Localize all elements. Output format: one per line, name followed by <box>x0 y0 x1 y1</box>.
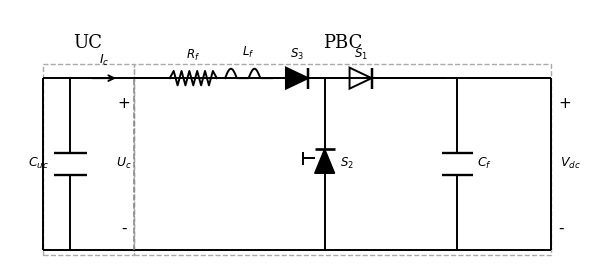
Text: $C_{uc}$: $C_{uc}$ <box>28 156 49 172</box>
Text: UC: UC <box>74 34 103 52</box>
Text: -: - <box>121 221 127 236</box>
Text: $S_1$: $S_1$ <box>353 46 368 61</box>
Text: +: + <box>558 96 571 111</box>
Text: -: - <box>558 221 564 236</box>
Text: +: + <box>118 96 130 111</box>
Text: $S_3$: $S_3$ <box>290 46 304 61</box>
Bar <box>43 64 134 255</box>
Polygon shape <box>315 149 334 173</box>
Text: $R_f$: $R_f$ <box>187 48 200 63</box>
Text: $S_2$: $S_2$ <box>340 156 354 172</box>
Text: PBC: PBC <box>323 34 362 52</box>
Text: $I_c$: $I_c$ <box>99 53 110 68</box>
Text: $U_c$: $U_c$ <box>116 156 132 172</box>
Text: $V_{dc}$: $V_{dc}$ <box>560 156 580 172</box>
Polygon shape <box>286 68 308 89</box>
Text: $L_f$: $L_f$ <box>242 45 255 60</box>
Text: $C_f$: $C_f$ <box>478 156 492 172</box>
Bar <box>134 64 551 255</box>
